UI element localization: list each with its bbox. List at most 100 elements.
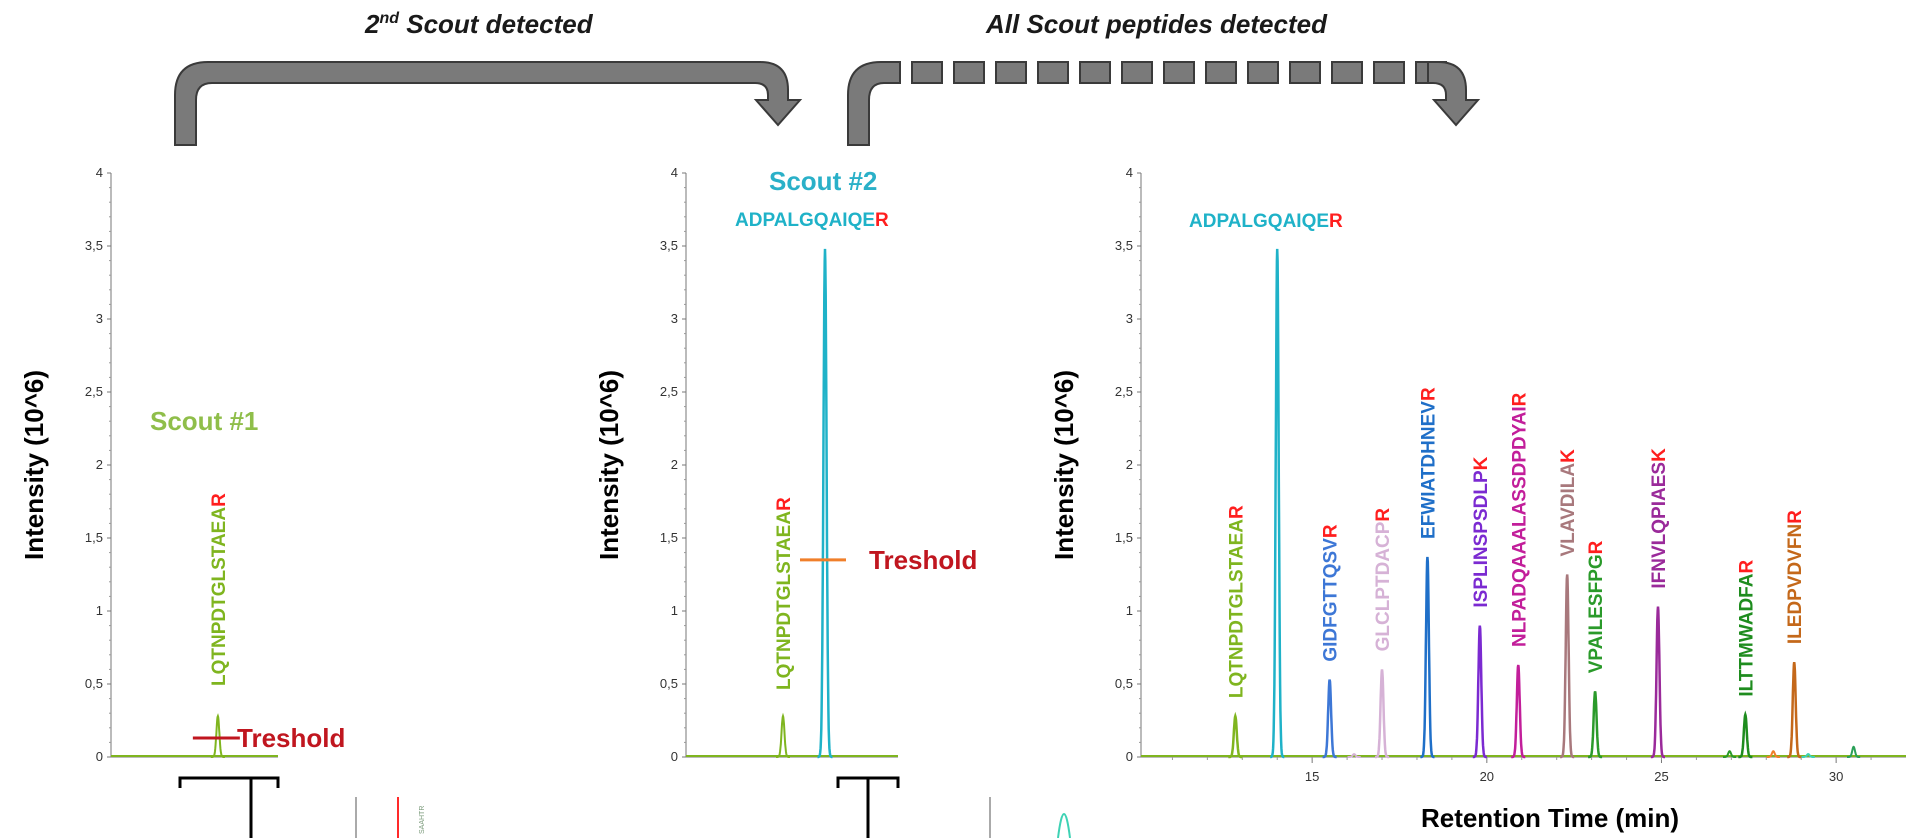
arrow-dash-segment [1079,61,1111,84]
peptide-sequence: GLCLPTDACP [1373,521,1394,651]
inset-label-1: SAAHTR [419,806,426,834]
chromatogram-peak [1560,574,1575,759]
peptide-terminal-residue: K [1471,456,1492,470]
threshold-label: Treshold [237,723,345,753]
y-tick-label: 4 [1126,165,1133,180]
chromatogram-peak [1511,664,1526,759]
arrow-all-scout-label: All Scout peptides detected [985,9,1328,39]
noise-peak [1347,753,1361,758]
arrow-2nd-scout [174,61,803,146]
peptide-sequence: IFNVLQPIAES [1649,462,1670,589]
x-tick-label: 20 [1480,769,1494,784]
peptide-terminal-residue: R [1736,560,1757,574]
chromatogram-peak [1270,248,1285,759]
peptide-label: GIDFGTTQSVR [1321,524,1342,662]
peptide-terminal-residue: R [209,493,230,507]
y-tick-label: 0,5 [85,676,103,691]
chromatogram-peak [1228,711,1243,759]
arrow-all-scout-dashes [911,61,1447,84]
peptide-terminal-residue: R [875,210,889,231]
peptide-label: LQTNPDTGLSTAEAR [209,493,230,686]
arrow-dash-segment [1289,61,1321,84]
y-axis-title: Intensity (10^6) [594,370,624,560]
chromatogram-peak [1787,661,1802,759]
noise-peak [1766,750,1780,758]
arrow-dash-segment [1373,61,1405,84]
y-tick-label: 3,5 [1115,238,1133,253]
peptide-label: ADPALGQAIQER [1189,211,1343,232]
y-tick-label: 2 [1126,457,1133,472]
chromatogram-peak [210,713,225,758]
chart-panel-all-scouts: 0 0,5 1 1,5 2 2,5 3 3,5 4 Intensity (10^6) 15 20 25 3… [1049,165,1906,833]
peptide-sequence: ILEDPVDVFN [1785,524,1806,644]
peptide-label: ISPLINSPSDLPK [1471,456,1492,607]
peptide-label: LQTNPDTGLSTAEAR [1226,505,1247,698]
y-tick-label: 3 [671,311,678,326]
peptide-label: ADPALGQAIQER [735,210,889,231]
arrow-dash-segment [1037,61,1069,84]
arrow-dash-segment [953,61,985,84]
y-tick-label: 4 [96,165,103,180]
arrow-all-scout-start [847,61,901,146]
peptide-label: ILTTMWADFAR [1736,560,1757,697]
peptide-terminal-residue: R [1785,510,1806,524]
peptide-label: ILEDPVDVFNR [1785,510,1806,644]
inset-fragment-2 [989,797,1071,838]
peptide-sequence: NLPADQAAALASSDPDYAI [1509,406,1530,647]
y-tick-label: 1,5 [660,530,678,545]
chromatogram-peak [817,248,833,759]
chromatogram-peak [1420,556,1435,759]
y-axis-title: Intensity (10^6) [1049,370,1079,560]
peptide-terminal-residue: K [1558,449,1579,463]
peptide-terminal-residue: R [1329,211,1343,232]
y-tick-label: 0 [1126,749,1133,764]
chromatogram-peak [1588,691,1603,759]
arrow-dash-segment [911,61,943,84]
y-tick-label: 1 [96,603,103,618]
noise-peak [1801,753,1815,758]
chromatogram-peak [1650,606,1665,759]
y-tick-label: 1 [1126,603,1133,618]
peptide-sequence: LQTNPDTGLSTAEA [1226,519,1247,698]
inset-fragment-1: SAAHTR [355,797,426,838]
chromatogram-peak [776,712,790,758]
peptide-sequence: VPAILESFPG [1586,554,1607,673]
noise-peak [1847,745,1861,758]
peptide-label: VPAILESFPGR [1586,540,1607,673]
arrow-dash-segment [1121,61,1153,84]
threshold-label: Treshold [869,545,977,575]
peptide-label: GLCLPTDACPR [1373,508,1394,652]
arrow-dash-segment [1163,61,1195,84]
peptide-sequence: ADPALGQAIQE [735,210,875,231]
arrow-dash-segment [1205,61,1237,84]
y-tick-label: 0,5 [660,676,678,691]
scout-title: Scout #1 [150,406,258,436]
y-tick-label: 4 [671,165,678,180]
y-tick-label: 1,5 [1115,530,1133,545]
chromatogram-peak [1738,710,1753,759]
peptide-label: VLAVDILAK [1558,449,1579,557]
peptide-terminal-residue: R [1586,540,1607,554]
peptide-sequence: ISPLINSPSDLP [1471,470,1492,608]
arrow-2nd-scout-label: 2nd Scout detected [364,9,594,39]
y-tick-label: 2,5 [660,384,678,399]
arrow-dash-segment [1247,61,1279,84]
y-tick-label: 1,5 [85,530,103,545]
x-tick-label: 15 [1305,769,1319,784]
y-tick-label: 2 [96,457,103,472]
chart-panel-scout1: 0 0,5 1 1,5 2 2,5 3 3,5 4 Intensity (10^6) Treshol… [19,165,345,764]
panel2-bracket-shape [836,776,900,838]
peptide-terminal-residue: R [1418,387,1439,401]
y-tick-label: 3,5 [660,238,678,253]
y-tick-label: 3 [1126,311,1133,326]
peptide-sequence: VLAVDILA [1558,463,1579,557]
y-tick-label: 3 [96,311,103,326]
peptide-sequence: ILTTMWADFA [1736,573,1757,696]
x-tick-label: 25 [1654,769,1668,784]
inset-peak-teal [1057,813,1071,838]
y-tick-label: 0,5 [1115,676,1133,691]
scout-title: Scout #2 [769,166,877,196]
peptide-label: IFNVLQPIAESK [1649,448,1670,589]
peptide-terminal-residue: R [1509,392,1530,406]
